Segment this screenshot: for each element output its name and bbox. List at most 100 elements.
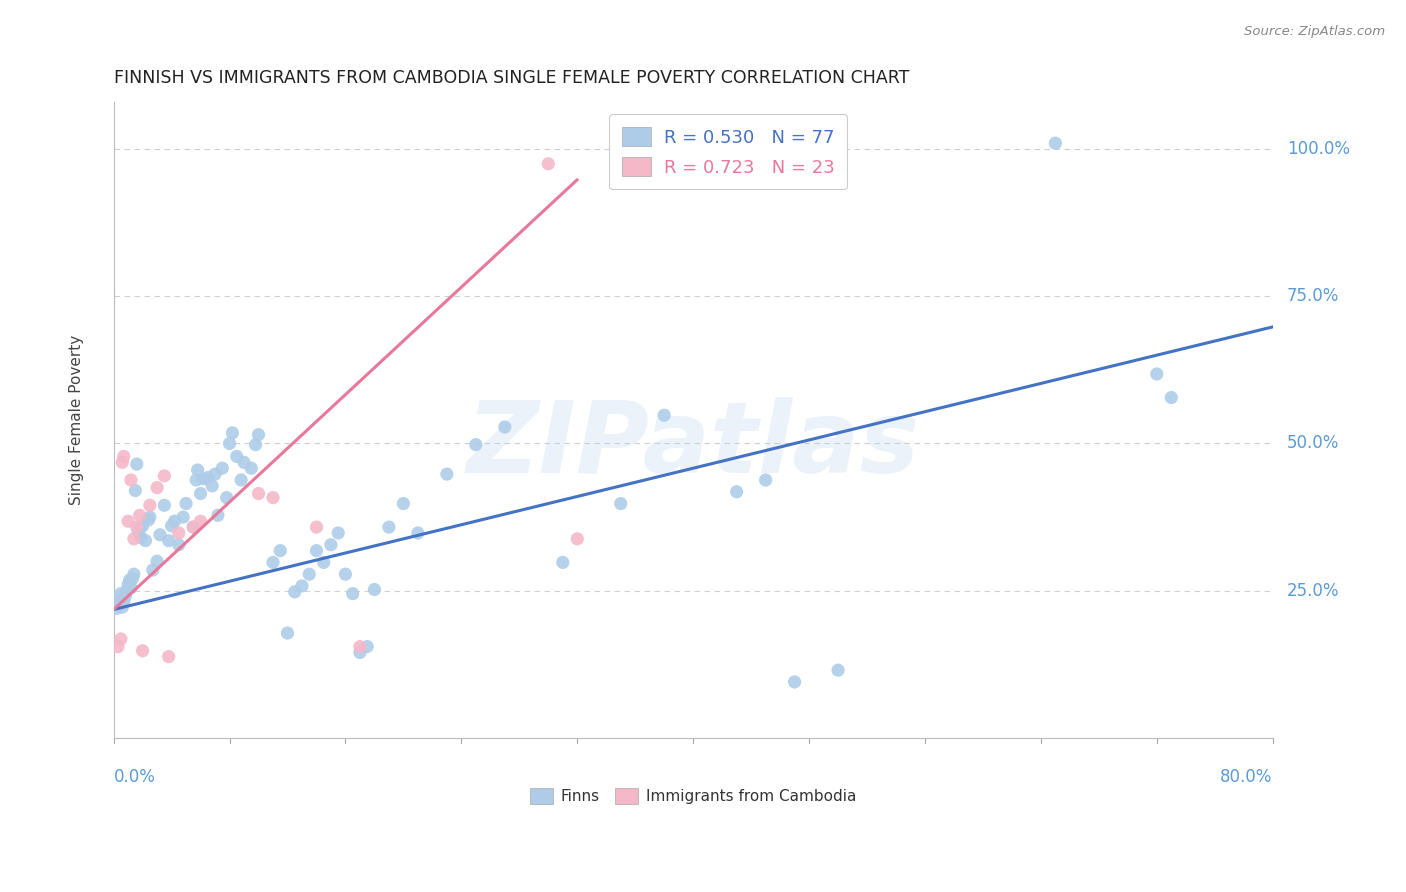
Point <box>186 473 208 487</box>
Point <box>609 496 631 510</box>
Point <box>187 463 209 477</box>
Point <box>181 520 204 534</box>
Point <box>1146 367 1168 381</box>
Legend: Finns, Immigrants from Cambodia: Finns, Immigrants from Cambodia <box>523 780 863 812</box>
Point <box>211 461 233 475</box>
Point <box>181 520 204 534</box>
Point <box>406 526 429 541</box>
Point <box>652 408 675 422</box>
Point <box>105 601 128 615</box>
Point <box>163 514 186 528</box>
Point <box>190 486 212 500</box>
Text: 100.0%: 100.0% <box>1286 140 1350 158</box>
Point <box>349 646 371 660</box>
Point <box>118 573 141 587</box>
Point <box>567 532 589 546</box>
Point <box>247 486 270 500</box>
Point <box>174 496 197 510</box>
Point <box>537 157 560 171</box>
Point <box>827 663 849 677</box>
Point <box>201 479 224 493</box>
Point <box>193 472 215 486</box>
Point <box>131 644 153 658</box>
Point <box>218 436 240 450</box>
Point <box>139 498 162 512</box>
Point <box>298 567 321 582</box>
Point <box>276 626 298 640</box>
Point <box>269 543 291 558</box>
Point <box>111 600 134 615</box>
Point <box>146 481 169 495</box>
Point <box>124 483 146 498</box>
Point <box>221 425 243 440</box>
Point <box>117 578 139 592</box>
Point <box>107 592 129 607</box>
Point <box>328 526 350 541</box>
Text: 80.0%: 80.0% <box>1220 768 1272 787</box>
Point <box>240 461 263 475</box>
Point <box>262 556 284 570</box>
Point <box>111 455 134 469</box>
Point <box>225 450 247 464</box>
Point <box>146 554 169 568</box>
Point <box>131 519 153 533</box>
Text: 0.0%: 0.0% <box>114 768 156 787</box>
Point <box>247 427 270 442</box>
Point <box>153 498 176 512</box>
Point <box>149 527 172 541</box>
Point <box>160 519 183 533</box>
Point <box>108 597 131 611</box>
Point <box>305 520 328 534</box>
Text: Source: ZipAtlas.com: Source: ZipAtlas.com <box>1244 25 1385 38</box>
Point <box>122 567 145 582</box>
Point <box>319 538 342 552</box>
Point <box>783 675 806 690</box>
Text: Single Female Poverty: Single Female Poverty <box>69 334 84 505</box>
Text: FINNISH VS IMMIGRANTS FROM CAMBODIA SINGLE FEMALE POVERTY CORRELATION CHART: FINNISH VS IMMIGRANTS FROM CAMBODIA SING… <box>114 69 910 87</box>
Point <box>207 508 229 523</box>
Point <box>115 583 138 598</box>
Point <box>142 563 165 577</box>
Point <box>190 514 212 528</box>
Point <box>312 556 335 570</box>
Point <box>139 510 162 524</box>
Point <box>755 473 778 487</box>
Point <box>167 538 190 552</box>
Point <box>436 467 458 481</box>
Point <box>112 595 135 609</box>
Point <box>725 484 748 499</box>
Point <box>262 491 284 505</box>
Point <box>1045 136 1067 151</box>
Text: 50.0%: 50.0% <box>1286 434 1339 452</box>
Point <box>284 585 307 599</box>
Point <box>122 532 145 546</box>
Point <box>363 582 385 597</box>
Point <box>335 567 357 582</box>
Point <box>551 556 574 570</box>
Point <box>138 513 160 527</box>
Text: 25.0%: 25.0% <box>1286 582 1339 599</box>
Point <box>121 572 143 586</box>
Point <box>129 531 152 545</box>
Point <box>128 508 150 523</box>
Point <box>215 491 238 505</box>
Point <box>204 467 226 481</box>
Point <box>157 533 180 548</box>
Point <box>245 437 267 451</box>
Point <box>494 420 516 434</box>
Point <box>120 473 142 487</box>
Point <box>114 590 136 604</box>
Point <box>229 473 252 487</box>
Point <box>110 632 132 646</box>
Point <box>378 520 401 534</box>
Point <box>107 640 129 654</box>
Point <box>112 450 135 464</box>
Point <box>356 640 378 654</box>
Point <box>157 649 180 664</box>
Point <box>392 496 415 510</box>
Point <box>125 520 148 534</box>
Point <box>291 579 314 593</box>
Point <box>110 586 132 600</box>
Point <box>233 455 256 469</box>
Point <box>134 533 156 548</box>
